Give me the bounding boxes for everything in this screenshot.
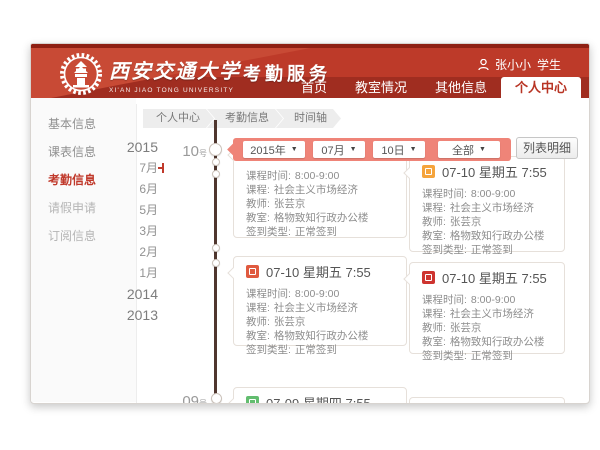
sidebar: 基本信息 课表信息 考勤信息 请假申请 订阅信息: [31, 110, 136, 250]
app-title: 考勤服务: [243, 64, 331, 84]
card-body: 课程时间: 8:00-9:00 课程: 社会主义市场经济 教师: 张芸京 教室: 格物致…: [246, 288, 369, 356]
app-window: 西安交通大学 XI'AN JIAO TONG UNIVERSITY 考勤服务 张…: [30, 43, 590, 404]
card-pointer: [227, 398, 239, 403]
day-marker-09: 09号: [182, 393, 207, 404]
scale-2015[interactable]: 2015: [126, 139, 158, 155]
card-body: 课程时间: 8:00-9:00 课程: 社会主义市场经济 教师: 张芸京 教室: 格物致…: [422, 294, 545, 362]
sidebar-item-attendance-info[interactable]: 考勤信息: [48, 173, 97, 187]
header-nav-strip: [31, 77, 589, 98]
header-top-strip: [31, 44, 589, 48]
timeline-node: [212, 158, 220, 166]
user-info[interactable]: 张小小 学生: [478, 56, 561, 73]
breadcrumb: 个人中心 考勤信息 时间轴: [143, 109, 341, 128]
university-logo-icon: [59, 52, 103, 96]
university-name-zh: 西安交通大学: [109, 61, 241, 83]
university-name-en: XI'AN JIAO TONG UNIVERSITY: [109, 87, 235, 94]
card-title: 07-10 星期五 7:55: [442, 164, 547, 180]
card-body: 课程时间: 8:00-9:00 课程: 社会主义市场经济 教师: 张芸京 教室: 格物致…: [422, 188, 545, 256]
chevron-down-icon: ▼: [349, 146, 357, 153]
sidebar-item-subscription-info[interactable]: 订阅信息: [48, 229, 97, 243]
sidebar-item-leave-request[interactable]: 请假申请: [48, 201, 97, 215]
app-header: 西安交通大学 XI'AN JIAO TONG UNIVERSITY 考勤服务 张…: [31, 44, 589, 98]
user-icon: [478, 58, 489, 70]
scale-2014[interactable]: 2014: [126, 286, 158, 302]
card-title: 07-10 星期五 7:55: [266, 264, 371, 280]
card-title: 07-09 星期四 7:55: [266, 395, 371, 404]
breadcrumb-personal-center[interactable]: 个人中心: [143, 109, 214, 128]
sidebar-item-schedule-info[interactable]: 课表信息: [48, 145, 97, 159]
main-nav: 首页 教室情况 其他信息 个人中心: [287, 77, 581, 98]
attendance-card[interactable]: 07-09 星期四 7:55 课程时间:8:00-9:00 课程:社会主义市场经…: [227, 387, 407, 404]
user-role: 学生: [536, 58, 561, 72]
breadcrumb-timeline[interactable]: 时间轴: [276, 109, 341, 128]
timeline-node: [212, 259, 220, 267]
scale-jul[interactable]: 7月: [139, 161, 158, 175]
signin-status-icon: [422, 270, 435, 284]
scale-feb[interactable]: 2月: [139, 245, 158, 259]
timeline-scale: 2015 7月 6月 5月 3月 2月 1月 2014 2013: [89, 137, 158, 326]
chevron-down-icon: ▼: [409, 146, 417, 153]
attendance-card-clipped[interactable]: [409, 397, 565, 403]
type-select[interactable]: 全部 ▼: [438, 141, 500, 158]
scale-jan[interactable]: 1月: [139, 266, 158, 280]
nav-item-classrooms[interactable]: 教室情况: [354, 80, 407, 95]
signin-status-icon: [422, 164, 435, 178]
card-pointer: [227, 267, 239, 279]
signin-status-icon: [246, 264, 259, 278]
signin-status-icon: [246, 395, 259, 403]
year-select[interactable]: 2015年 ▼: [243, 141, 305, 158]
user-name: 张小小: [494, 58, 531, 72]
attendance-card[interactable]: 07-10 星期五 7:55 课程时间:8:00-9:00 课程:社会主义市场经…: [403, 156, 565, 256]
current-month-marker: [158, 163, 164, 173]
day-select[interactable]: 10日 ▼: [373, 141, 425, 158]
timeline-node-large: [209, 143, 222, 156]
day-marker-10: 10号: [182, 143, 207, 160]
sidebar-divider: [136, 104, 137, 403]
sidebar-item-basic-info[interactable]: 基本信息: [48, 117, 97, 131]
attendance-card[interactable]: 07-10 星期五 7:55 课程时间:8:00-9:00 课程:社会主义市场经…: [403, 262, 565, 362]
attendance-card[interactable]: 07-10 星期五 7:55 课程时间:8:00-9:00 课程:社会主义市场经…: [227, 256, 407, 356]
list-detail-button[interactable]: 列表明细: [516, 137, 578, 159]
scale-may[interactable]: 5月: [139, 203, 158, 217]
nav-item-home[interactable]: 首页: [300, 80, 327, 95]
chevron-down-icon: ▼: [290, 146, 298, 153]
breadcrumb-attendance-info[interactable]: 考勤信息: [207, 109, 283, 128]
filter-banner: 2015年 ▼ 07月 ▼ 10日 ▼ 全部 ▼: [227, 138, 511, 161]
month-select[interactable]: 07月 ▼: [313, 141, 365, 158]
nav-item-personal-center[interactable]: 个人中心: [500, 77, 581, 98]
card-title: 07-10 星期五 7:55: [442, 270, 547, 286]
chevron-down-icon: ▼: [479, 146, 486, 153]
card-body: 课程时间: 8:00-9:00 课程: 社会主义市场经济 教师: 张芸京 教室: 格物致…: [246, 170, 369, 238]
timeline-node: [212, 170, 220, 178]
timeline-node: [212, 244, 220, 252]
sidebar-background: [31, 98, 136, 402]
scale-jun[interactable]: 6月: [139, 182, 158, 196]
scale-2013[interactable]: 2013: [126, 307, 158, 323]
university-name-block: 西安交通大学 XI'AN JIAO TONG UNIVERSITY: [109, 55, 241, 94]
timeline-node-medium: [211, 393, 222, 403]
scale-mar[interactable]: 3月: [139, 224, 158, 238]
nav-item-other-info[interactable]: 其他信息: [434, 80, 487, 95]
